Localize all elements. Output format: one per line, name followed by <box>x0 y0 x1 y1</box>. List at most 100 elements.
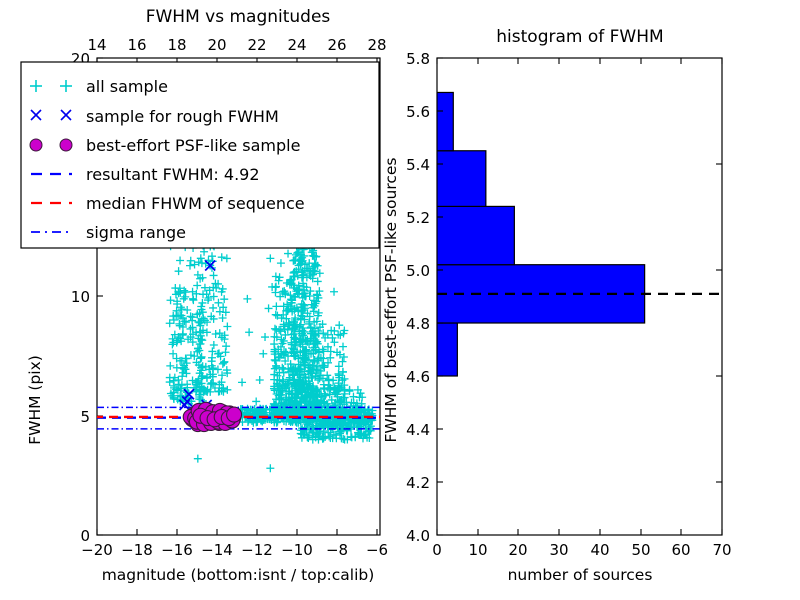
all-sample-marker <box>283 306 292 315</box>
all-sample-marker <box>274 276 283 285</box>
right-xlabel: number of sources <box>508 566 653 584</box>
all-sample-marker <box>217 378 226 387</box>
all-sample-marker <box>188 323 197 332</box>
left-top-ticks: 14 16 18 20 22 24 26 28 <box>87 36 387 64</box>
all-sample-marker <box>368 406 377 415</box>
all-sample-marker <box>183 380 192 389</box>
all-sample-marker <box>188 287 197 296</box>
all-sample-marker <box>334 383 343 392</box>
all-sample-marker <box>366 422 375 431</box>
all-sample-marker <box>172 311 181 320</box>
all-sample-marker <box>186 261 195 270</box>
all-sample-marker <box>221 308 230 317</box>
all-sample-marker <box>301 373 310 382</box>
legend-label: best-effort PSF-like sample <box>86 136 300 155</box>
all-sample-marker <box>209 271 218 280</box>
all-sample-marker <box>292 337 301 346</box>
all-sample-marker <box>315 269 324 278</box>
all-sample-marker <box>209 292 218 301</box>
all-sample-marker <box>353 385 362 394</box>
circle-marker <box>29 138 73 152</box>
all-sample-marker <box>208 353 217 362</box>
all-sample-marker <box>323 330 332 339</box>
all-sample-marker <box>306 395 315 404</box>
histogram-bar <box>437 150 487 208</box>
left-bottom-tick-label: −18 <box>121 541 153 559</box>
all-sample-marker <box>181 365 190 374</box>
all-sample-marker <box>308 371 317 380</box>
all-sample-marker <box>166 389 175 398</box>
all-sample-marker <box>301 304 310 313</box>
all-sample-marker <box>334 330 343 339</box>
all-sample-marker <box>299 282 308 291</box>
all-sample-marker <box>310 266 319 275</box>
all-sample-marker <box>297 257 306 266</box>
all-sample-marker <box>196 354 205 363</box>
all-sample-marker <box>216 352 225 361</box>
all-sample-marker <box>177 392 186 401</box>
all-sample-marker <box>301 397 310 406</box>
all-sample-marker <box>316 353 325 362</box>
all-sample-marker <box>197 302 206 311</box>
psf-sample-points <box>182 401 243 433</box>
legend-row-resultant-fwhm: resultant FWHM: 4.92 <box>31 165 260 184</box>
all-sample-marker <box>179 294 188 303</box>
all-sample-marker <box>289 378 298 387</box>
all-sample-marker <box>166 361 175 370</box>
right-y-tick-label: 4.8 <box>406 315 430 333</box>
all-sample-marker <box>342 398 351 407</box>
all-sample-marker <box>186 256 195 265</box>
all-sample-marker <box>312 398 321 407</box>
all-sample-marker <box>181 318 190 327</box>
all-sample-marker <box>169 315 178 324</box>
all-sample-marker <box>287 394 296 403</box>
all-sample-marker <box>168 340 177 349</box>
all-sample-marker <box>286 360 295 369</box>
left-bottom-tick-label: −16 <box>161 541 193 559</box>
legend-label: median FHWM of sequence <box>86 194 305 213</box>
all-sample-marker <box>174 267 183 276</box>
all-sample-marker <box>270 332 279 341</box>
all-sample-marker <box>339 352 348 361</box>
all-sample-marker <box>298 342 307 351</box>
all-sample-marker <box>313 386 322 395</box>
all-sample-marker <box>298 353 307 362</box>
all-sample-marker <box>307 390 316 399</box>
all-sample-marker <box>222 254 231 263</box>
all-sample-marker <box>220 295 229 304</box>
legend-row-all-sample: all sample <box>30 77 168 96</box>
all-sample-marker <box>280 287 289 296</box>
right-y-tick-label: 5.6 <box>406 103 430 121</box>
right-x-tick-label: 30 <box>549 541 568 559</box>
all-sample-marker <box>352 408 361 417</box>
all-sample-marker <box>327 395 336 404</box>
all-sample-marker <box>336 425 345 434</box>
all-sample-marker <box>309 349 318 358</box>
legend-row-median-fwhm: median FHWM of sequence <box>31 194 305 213</box>
all-sample-marker <box>274 352 283 361</box>
right-y-tick-label: 5.8 <box>406 50 430 68</box>
all-sample-marker <box>303 264 312 273</box>
all-sample-marker <box>211 330 220 339</box>
all-sample-marker <box>310 324 319 333</box>
all-sample-marker <box>310 399 319 408</box>
all-sample-marker <box>296 348 305 357</box>
right-y-ticks: 4.0 4.2 4.4 4.6 4.8 5.0 5.2 5.4 5.6 5.8 <box>406 50 722 545</box>
all-sample-marker <box>298 312 307 321</box>
all-sample-marker <box>356 430 365 439</box>
left-bottom-tick-label: −10 <box>281 541 313 559</box>
rough-sample-marker <box>183 388 195 400</box>
plus-marker <box>30 80 72 92</box>
all-sample-marker <box>293 249 302 258</box>
all-sample-marker <box>299 331 308 340</box>
all-sample-marker <box>306 267 315 276</box>
all-sample-marker <box>199 314 208 323</box>
all-sample-marker <box>313 409 322 418</box>
histogram-bar <box>437 322 458 377</box>
all-sample-marker <box>169 338 178 347</box>
legend-label: sample for rough FWHM <box>86 107 279 126</box>
all-sample-marker <box>183 305 192 314</box>
all-sample-marker <box>255 375 264 384</box>
